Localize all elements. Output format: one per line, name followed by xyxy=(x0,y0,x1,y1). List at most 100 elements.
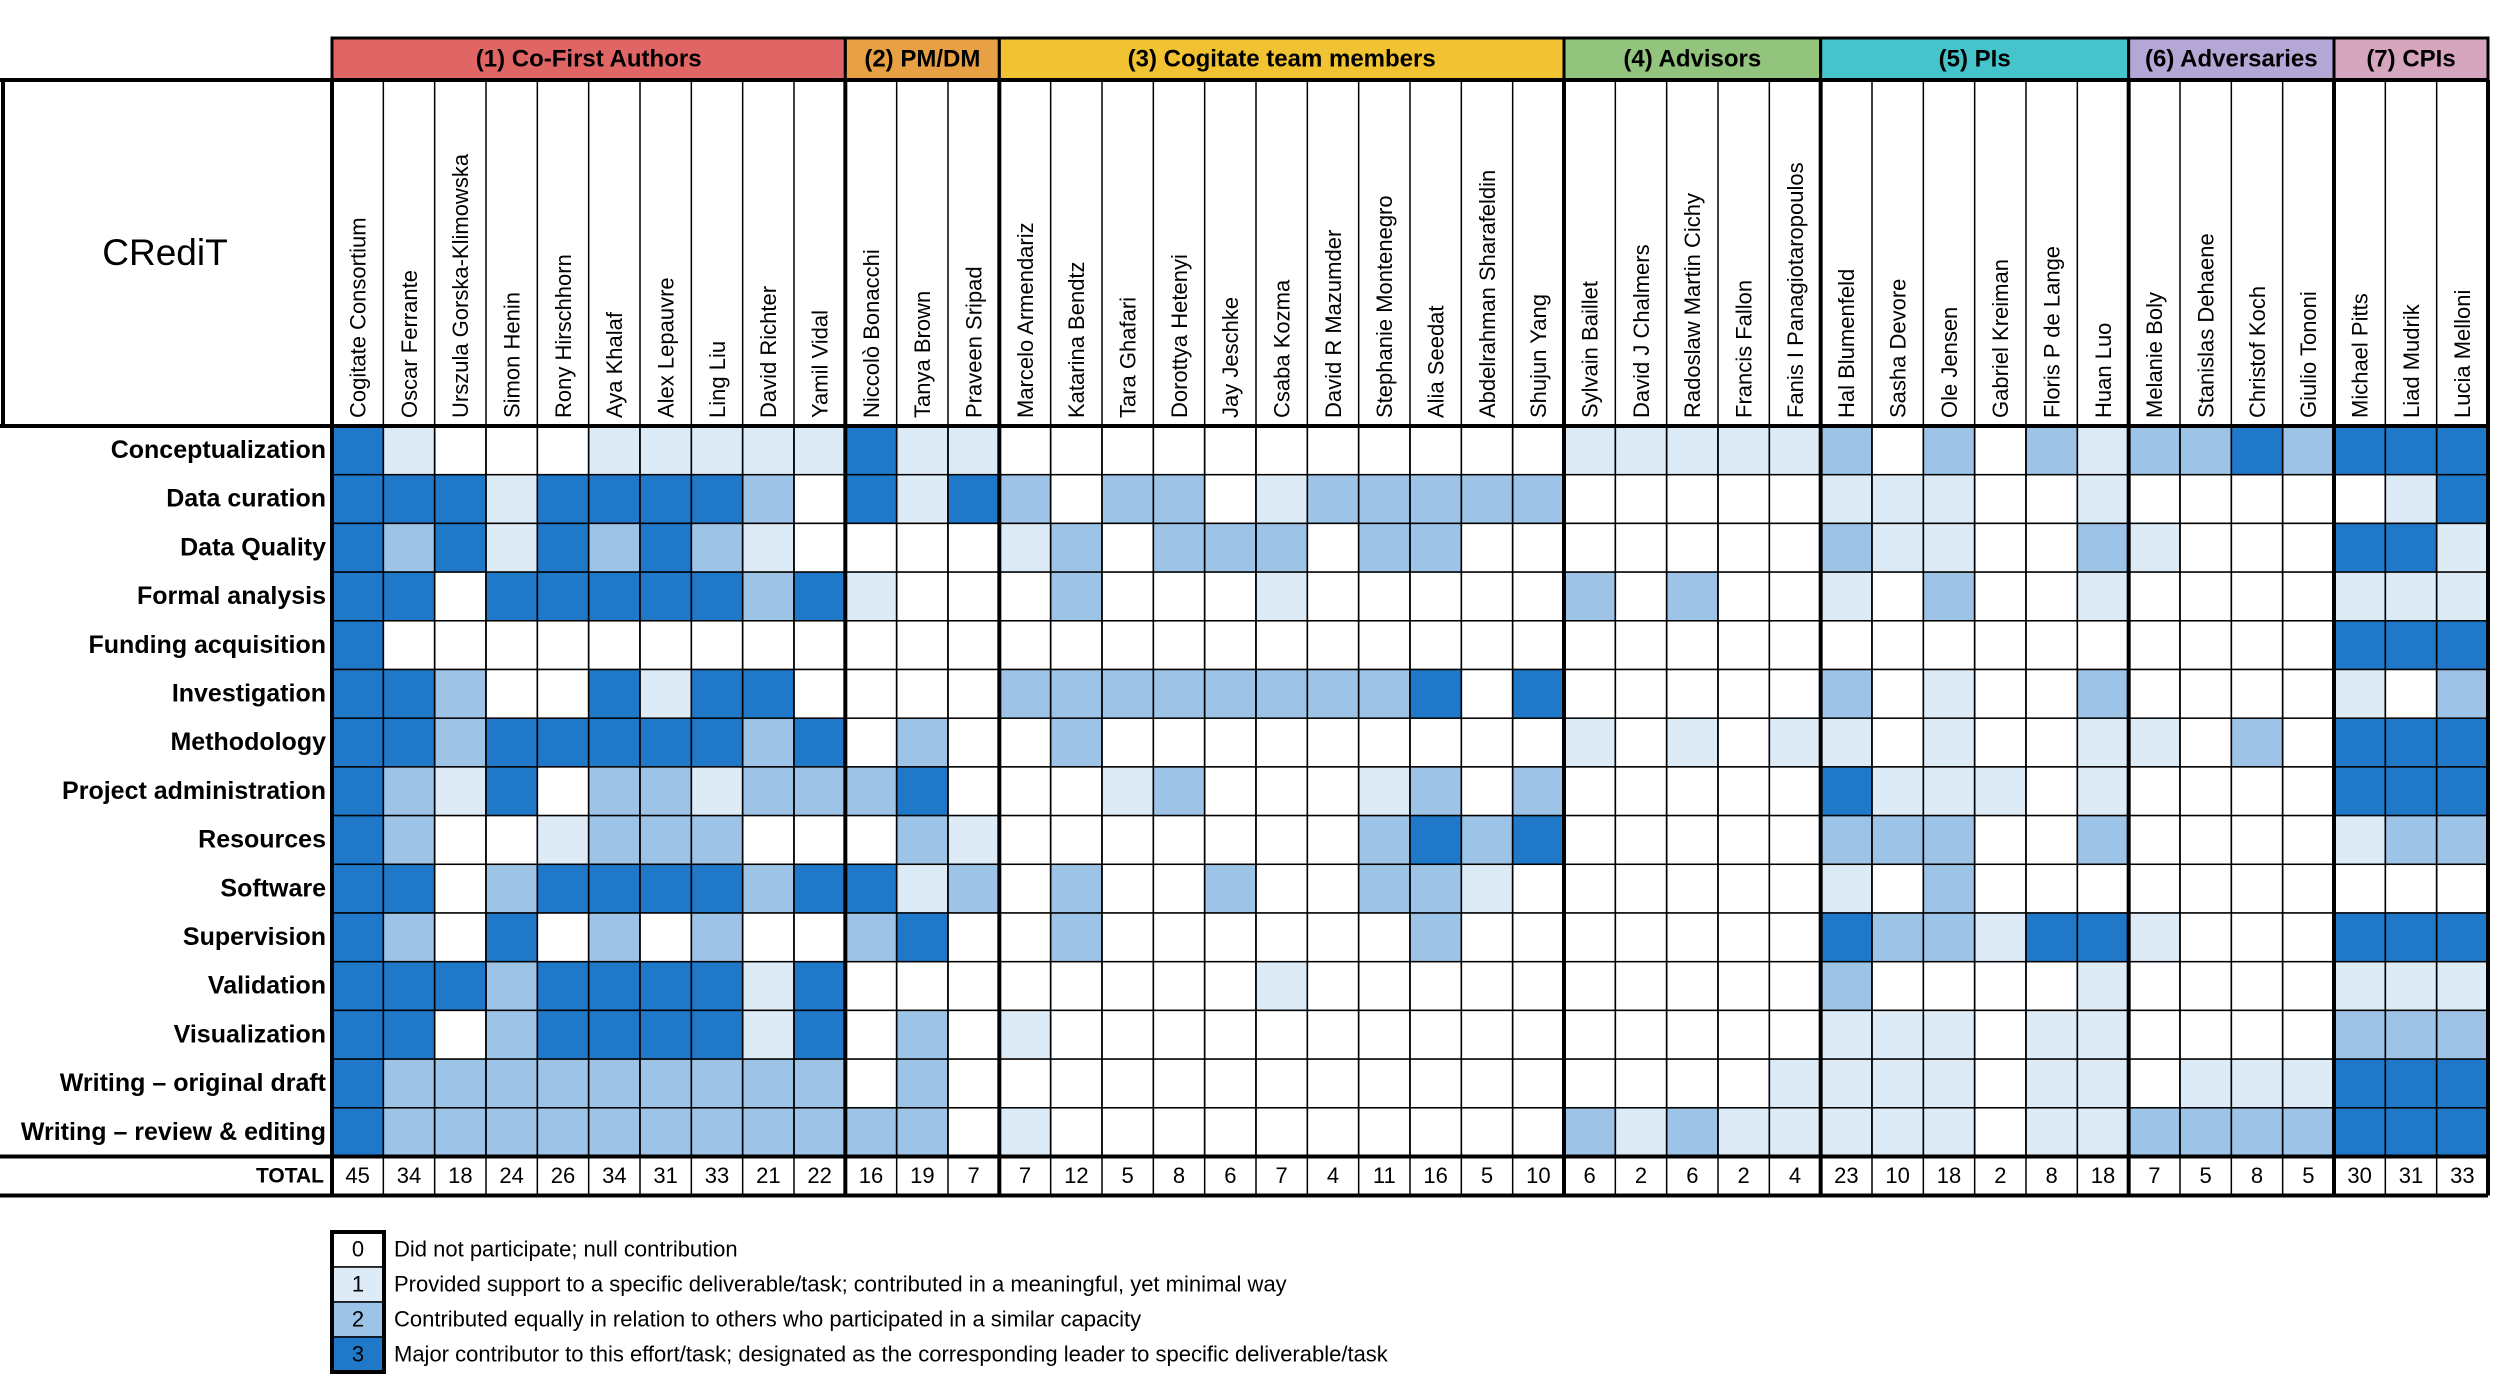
contribution-cell xyxy=(1717,912,1771,963)
contribution-cell xyxy=(895,668,949,719)
contribution-cell xyxy=(1665,1009,1719,1060)
contribution-cell xyxy=(639,814,693,866)
contribution-cell xyxy=(1563,522,1617,573)
contribution-cell xyxy=(587,620,641,671)
contribution-cell xyxy=(2025,1107,2079,1158)
contribution-cell xyxy=(1717,425,1771,476)
member-name: Urszula Gorska-Klimowska xyxy=(448,153,473,418)
contribution-cell xyxy=(1255,814,1309,866)
contribution-cell xyxy=(1768,717,1822,768)
contribution-cell xyxy=(1203,522,1257,573)
contribution-cell xyxy=(587,1107,641,1158)
contribution-cell xyxy=(1306,863,1360,914)
contribution-cell xyxy=(1665,668,1719,719)
contribution-cell xyxy=(998,814,1052,866)
contribution-cell xyxy=(844,717,898,768)
contribution-cell xyxy=(1717,960,1771,1012)
group-label: (4) Advisors xyxy=(1623,45,1761,72)
legend-swatch xyxy=(331,1266,385,1303)
contribution-cell xyxy=(998,912,1052,963)
contribution-cell xyxy=(331,1009,385,1060)
contribution-cell xyxy=(1614,863,1668,914)
contribution-cell xyxy=(2230,668,2284,719)
contribution-cell xyxy=(2025,1009,2079,1060)
contribution-cell xyxy=(1819,863,1873,914)
contribution-cell xyxy=(1614,1009,1668,1060)
contribution-cell xyxy=(1460,668,1514,719)
member-name: Fanis I Panagiotaropoulos xyxy=(1783,162,1808,418)
contribution-cell xyxy=(1460,1058,1514,1109)
contribution-cell xyxy=(382,620,436,671)
column-total: 33 xyxy=(705,1163,729,1188)
contribution-cell xyxy=(1306,814,1360,866)
member-name: Simon Henin xyxy=(499,292,524,418)
contribution-cell xyxy=(947,473,1001,525)
contribution-cell xyxy=(844,766,898,817)
column-total: 18 xyxy=(2091,1163,2115,1188)
contribution-cell xyxy=(1357,620,1411,671)
contribution-cell xyxy=(536,571,590,622)
contribution-cell xyxy=(2025,1058,2079,1109)
column-total: 4 xyxy=(1789,1163,1801,1188)
contribution-cell xyxy=(690,814,744,866)
member-name: Praveen Sripad xyxy=(961,266,986,418)
contribution-cell xyxy=(1614,668,1668,719)
contribution-cell xyxy=(2230,863,2284,914)
column-total: 23 xyxy=(1834,1163,1858,1188)
contribution-cell xyxy=(536,863,590,914)
contribution-cell xyxy=(1409,620,1463,671)
contribution-cell xyxy=(1049,473,1103,525)
column-total: 16 xyxy=(859,1163,883,1188)
contribution-cell xyxy=(2076,1058,2130,1109)
contribution-cell xyxy=(2230,620,2284,671)
contribution-cell xyxy=(947,1009,1001,1060)
contribution-cell xyxy=(639,717,693,768)
contribution-cell xyxy=(587,960,641,1012)
contribution-cell xyxy=(1511,1009,1565,1060)
contribution-cell xyxy=(1922,912,1976,963)
contribution-cell xyxy=(2384,912,2438,963)
contribution-cell xyxy=(1357,766,1411,817)
contribution-cell xyxy=(1563,766,1617,817)
contribution-cell xyxy=(1819,425,1873,476)
contribution-cell xyxy=(1819,668,1873,719)
contribution-cell xyxy=(793,814,847,866)
row-label: Data Quality xyxy=(180,533,326,561)
contribution-cell xyxy=(1717,522,1771,573)
contribution-cell xyxy=(1717,473,1771,525)
contribution-cell xyxy=(998,1009,1052,1060)
contribution-cell xyxy=(1717,717,1771,768)
contribution-cell xyxy=(2281,1107,2335,1158)
contribution-cell xyxy=(2384,960,2438,1012)
contribution-cell xyxy=(1614,1058,1668,1109)
contribution-cell xyxy=(793,425,847,476)
column-total: 34 xyxy=(602,1163,626,1188)
contribution-cell xyxy=(1409,912,1463,963)
contribution-cell xyxy=(1871,522,1925,573)
contribution-cell xyxy=(2384,1058,2438,1109)
contribution-cell xyxy=(2435,425,2489,476)
contribution-cell xyxy=(1152,814,1206,866)
contribution-cell xyxy=(998,473,1052,525)
contribution-cell xyxy=(1460,571,1514,622)
contribution-cell xyxy=(1665,766,1719,817)
contribution-cell xyxy=(587,912,641,963)
row-label: Project administration xyxy=(62,777,326,805)
contribution-cell xyxy=(1511,766,1565,817)
group-label: (3) Cogitate team members xyxy=(1128,45,1436,72)
member-name: Liad Mudrik xyxy=(2399,303,2424,418)
contribution-cell xyxy=(1357,571,1411,622)
contribution-cell xyxy=(1357,1009,1411,1060)
contribution-cell xyxy=(844,425,898,476)
contribution-cell xyxy=(1409,571,1463,622)
contribution-cell xyxy=(1306,522,1360,573)
contribution-cell xyxy=(331,1107,385,1158)
contribution-cell xyxy=(433,473,487,525)
contribution-cell xyxy=(1614,814,1668,866)
column-total: 31 xyxy=(2399,1163,2423,1188)
contribution-cell xyxy=(639,912,693,963)
contribution-cell xyxy=(741,1107,795,1158)
contribution-cell xyxy=(2025,863,2079,914)
contribution-cell xyxy=(690,425,744,476)
contribution-cell xyxy=(1819,814,1873,866)
